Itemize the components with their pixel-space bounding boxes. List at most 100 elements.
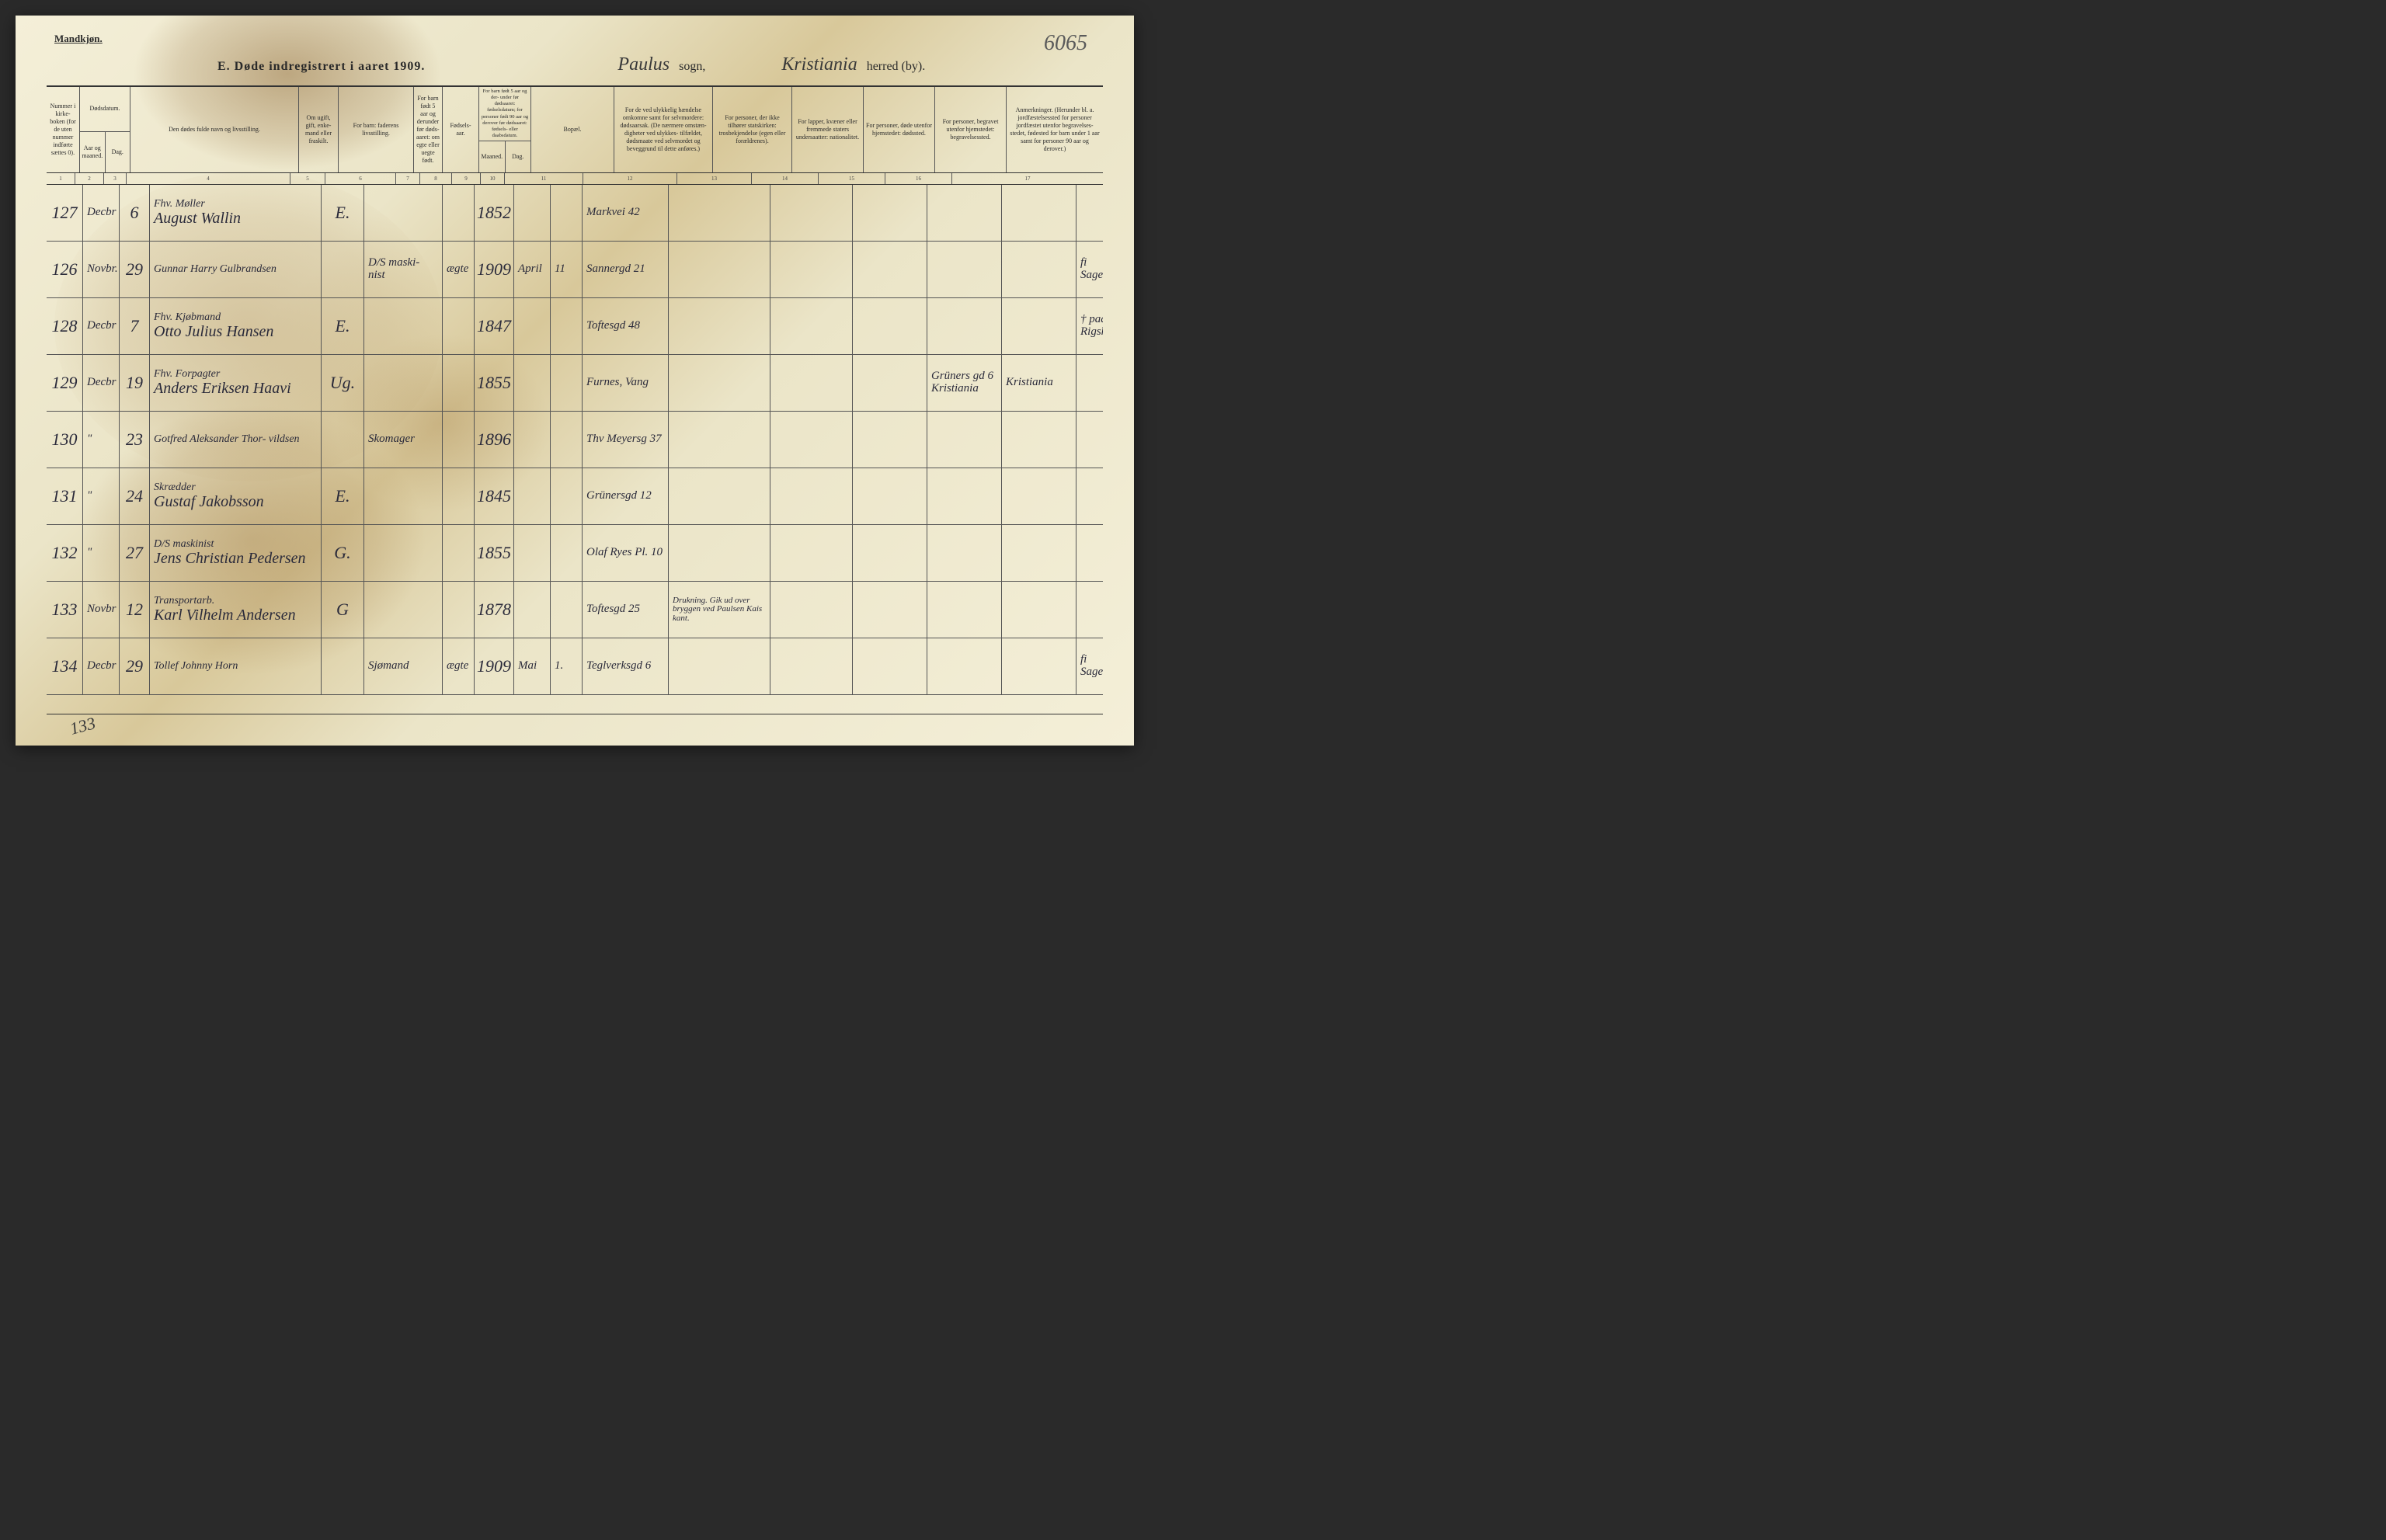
cell: 23 — [120, 412, 150, 468]
cell — [853, 412, 927, 468]
cell — [669, 298, 770, 354]
cell: 126 — [47, 242, 83, 297]
cell — [514, 468, 551, 524]
cell: Toftesgd 25 — [583, 582, 669, 638]
cell — [322, 412, 364, 468]
cell — [1076, 185, 1103, 241]
col-header-fodselsdatum: For barn født 5 aar og der- under før dø… — [479, 87, 531, 172]
cell — [853, 638, 927, 694]
data-body: 127Decbr6Fhv. MøllerAugust WallinE.1852M… — [47, 185, 1103, 695]
cell — [364, 185, 443, 241]
cell: D/S maskinistJens Christian Pedersen — [150, 525, 322, 581]
cell: " — [83, 412, 120, 468]
name-title: Skrædder — [154, 482, 196, 494]
colnum: 16 — [885, 173, 952, 184]
col-header: For personer, døde utenfor hjemstedet: d… — [864, 87, 935, 172]
cell: Drukning. Gik ud over bryggen ved Paulse… — [669, 582, 770, 638]
colnum: 8 — [420, 173, 452, 184]
col-header: Maaned. — [479, 141, 506, 172]
cell — [770, 582, 853, 638]
ledger-table: Nummer i kirke- boken (for de uten numme… — [47, 85, 1103, 714]
cell: 134 — [47, 638, 83, 694]
cell: 1855 — [475, 355, 514, 411]
cell — [364, 525, 443, 581]
col-header: Dag. — [106, 132, 130, 173]
col-header: For lapper, kvæner eller fremmede stater… — [792, 87, 864, 172]
colnum: 13 — [677, 173, 752, 184]
cell: " — [83, 525, 120, 581]
sogn-value: Paulus — [611, 54, 676, 75]
cell: Mai — [514, 638, 551, 694]
cell — [927, 582, 1002, 638]
herred-label: herred (by). — [867, 60, 926, 73]
title-row: E. Døde indregistrert i aaret 1909. Paul… — [16, 54, 1134, 75]
cell — [927, 468, 1002, 524]
col-header: For barn født 5 aar og derunder før døds… — [414, 87, 443, 172]
table-row: 133Novbr12Transportarb.Karl Vilhelm Ande… — [47, 582, 1103, 638]
name-title: D/S maskinist — [154, 539, 214, 551]
cell — [1002, 638, 1076, 694]
cell: 1896 — [475, 412, 514, 468]
cell: Fhv. KjøbmandOtto Julius Hansen — [150, 298, 322, 354]
cell: Tollef Johnny Horn — [150, 638, 322, 694]
cell — [551, 355, 583, 411]
cell: 29 — [120, 638, 150, 694]
cell — [322, 242, 364, 297]
col-header: For personer, der ikke tilhører statskir… — [713, 87, 792, 172]
col-header: For de ved ulykkelig hændelse omkomne sa… — [614, 87, 713, 172]
cell: 129 — [47, 355, 83, 411]
title-prefix: E. Døde indregistrert i aaret 1909. — [217, 60, 425, 74]
cell — [927, 298, 1002, 354]
footer-mark: 133 — [68, 713, 98, 739]
cell — [1002, 412, 1076, 468]
cell: Gunnar Harry Gulbrandsen — [150, 242, 322, 297]
cell: 1. — [551, 638, 583, 694]
colnum: 7 — [396, 173, 420, 184]
col-header: Aar og maaned. — [80, 132, 106, 173]
cell — [551, 525, 583, 581]
cell: E. — [322, 185, 364, 241]
colnum: 10 — [481, 173, 505, 184]
cell — [551, 298, 583, 354]
cell — [1002, 582, 1076, 638]
table-row: 126Novbr.29Gunnar Harry GulbrandsenD/S m… — [47, 242, 1103, 298]
col-header: Om ugift, gift, enke- mand eller fraskil… — [299, 87, 339, 172]
name-title: Transportarb. — [154, 596, 214, 607]
cell: ægte — [443, 242, 475, 297]
cell: Decbr — [83, 298, 120, 354]
cell: 19 — [120, 355, 150, 411]
col-header-dodsdatum: Dødsdatum. Aar og maaned. Dag. — [80, 87, 130, 172]
cell — [551, 582, 583, 638]
name-main: Gotfred Aleksander Thor- vildsen — [154, 434, 300, 446]
cell — [669, 468, 770, 524]
colnum: 12 — [583, 173, 677, 184]
cell: 1855 — [475, 525, 514, 581]
name-main: Gunnar Harry Gulbrandsen — [154, 264, 277, 276]
cell: 6 — [120, 185, 150, 241]
cell: 1852 — [475, 185, 514, 241]
cell: April — [514, 242, 551, 297]
cell: Markvei 42 — [583, 185, 669, 241]
cell: Furnes, Vang — [583, 355, 669, 411]
cell: Grünersgd 12 — [583, 468, 669, 524]
cell — [770, 525, 853, 581]
cell — [514, 412, 551, 468]
cell — [1002, 298, 1076, 354]
cell: D/S maski- nist — [364, 242, 443, 297]
header-row: Nummer i kirke- boken (for de uten numme… — [47, 87, 1103, 173]
cell — [551, 185, 583, 241]
cell: G — [322, 582, 364, 638]
cell: Grüners gd 6 Kristiania — [927, 355, 1002, 411]
cell — [669, 525, 770, 581]
name-main: August Wallin — [154, 210, 241, 227]
colnum: 15 — [819, 173, 885, 184]
cell — [770, 242, 853, 297]
cell — [927, 525, 1002, 581]
colnum: 17 — [952, 173, 1103, 184]
cell: 130 — [47, 412, 83, 468]
cell — [551, 468, 583, 524]
cell — [443, 468, 475, 524]
colnum: 4 — [127, 173, 290, 184]
cell — [927, 242, 1002, 297]
sogn-label: sogn, — [679, 60, 705, 73]
